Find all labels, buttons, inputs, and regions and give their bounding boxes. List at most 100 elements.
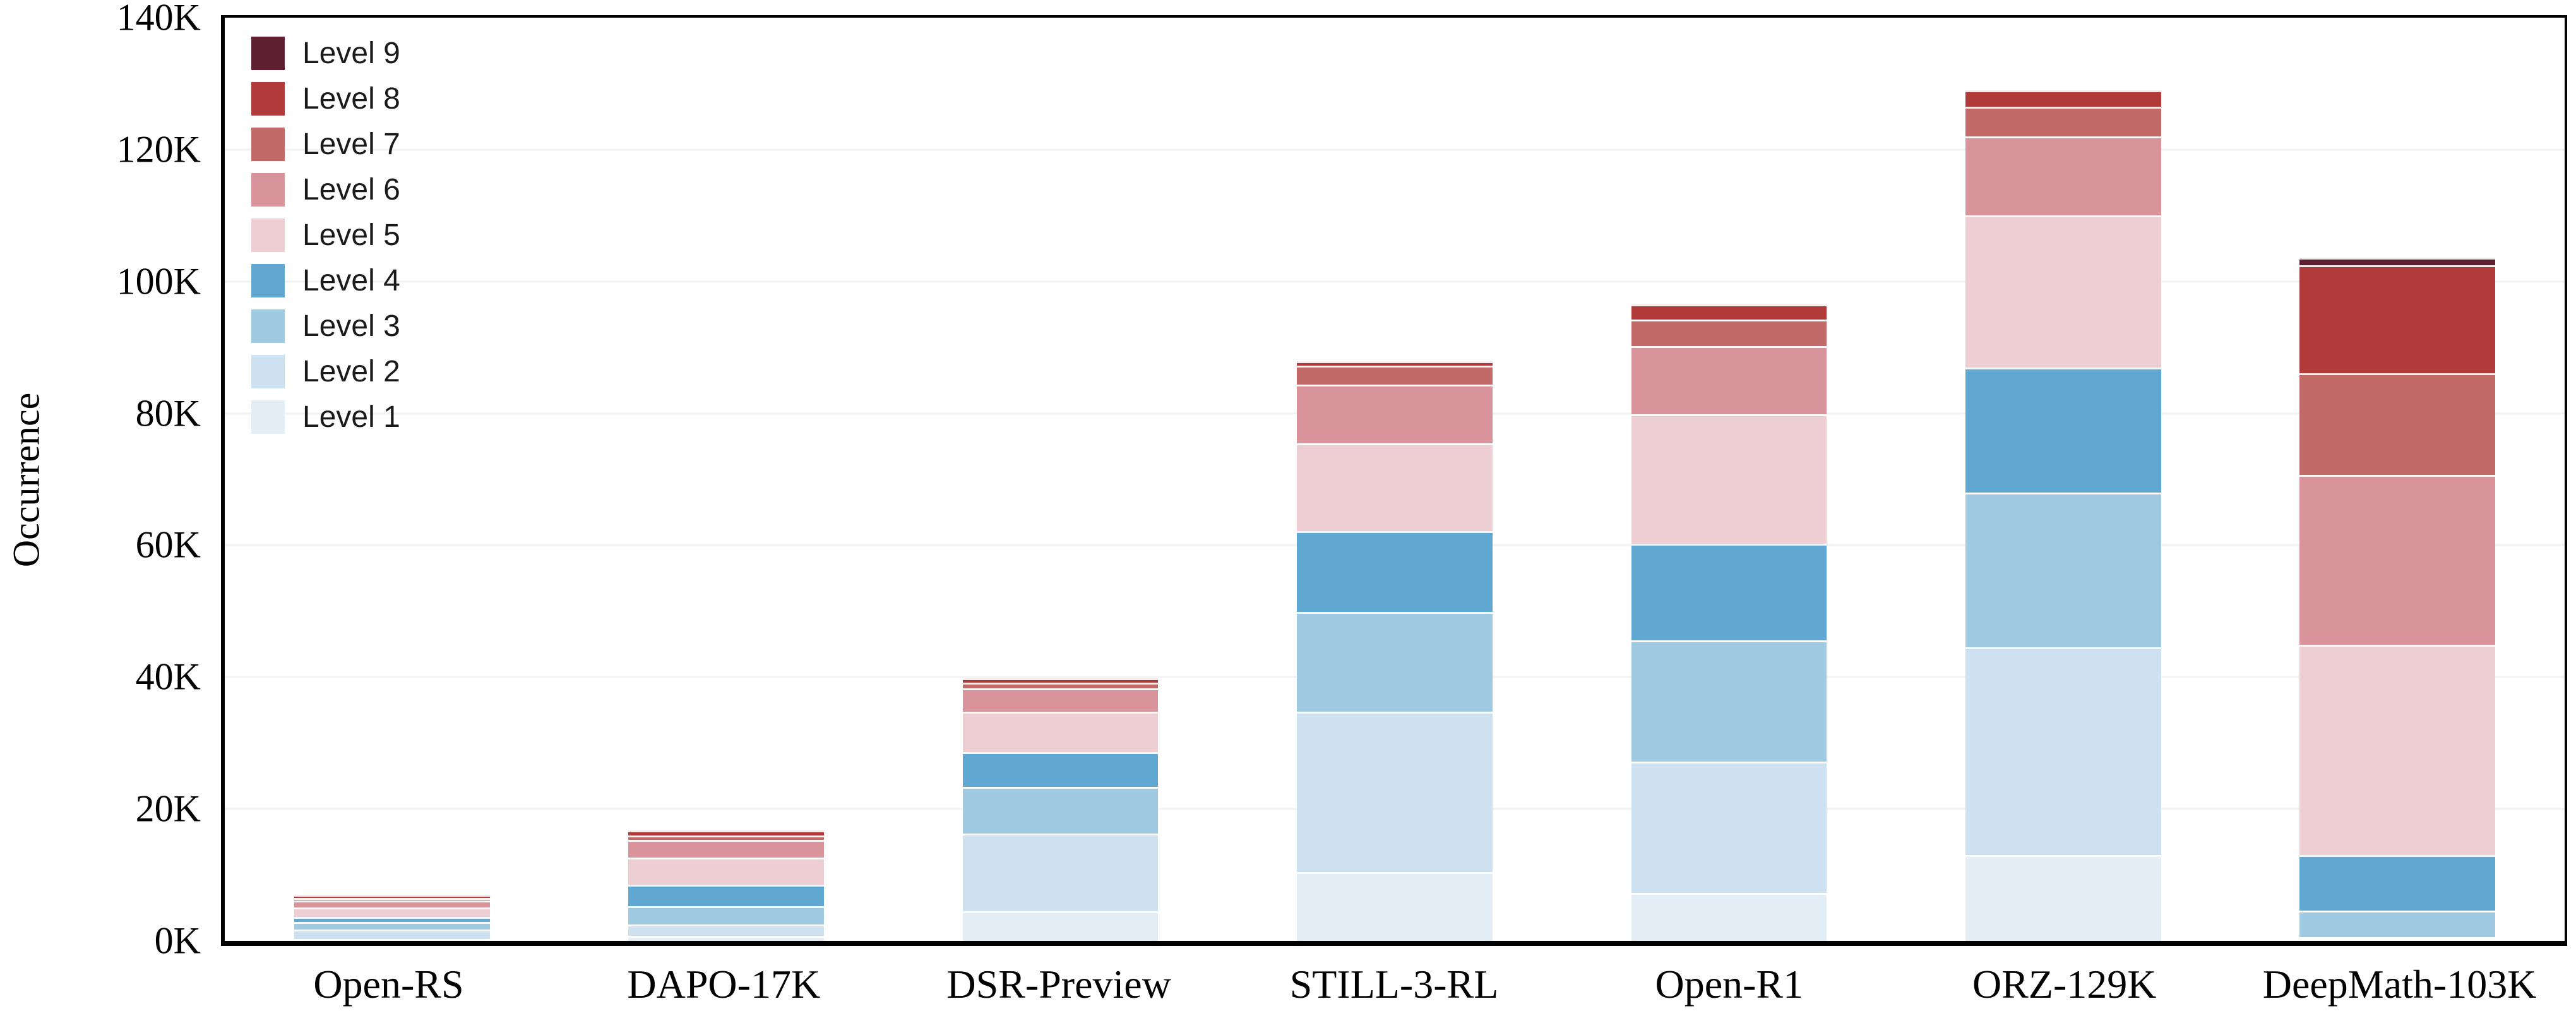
legend-item-level-9: Level 9	[251, 37, 400, 70]
bar	[962, 18, 1159, 941]
legend-swatch-icon	[251, 400, 285, 434]
y-tick-label: 120K	[116, 128, 201, 171]
bar-segment-level-1	[1297, 872, 1493, 941]
bar-segment-level-7	[1297, 366, 1493, 385]
bar-segment-level-8	[2299, 265, 2496, 374]
legend-item-level-5: Level 5	[251, 218, 400, 252]
bar-segment-level-4	[962, 752, 1159, 787]
bar-slot-still-3-rl	[1227, 18, 1561, 941]
legend-item-level-8: Level 8	[251, 82, 400, 116]
bar-segment-level-3	[2299, 911, 2496, 937]
bar-segment-level-1	[628, 935, 824, 941]
x-tick-label: ORZ-129K	[1972, 962, 2157, 1007]
bar	[1965, 18, 2161, 941]
legend-label: Level 8	[302, 82, 400, 116]
bar-segment-level-4	[294, 916, 490, 922]
bar-segment-level-4	[628, 885, 824, 906]
bar-segment-level-6	[962, 688, 1159, 712]
x-tick-label: Open-RS	[313, 962, 464, 1007]
bar-segment-level-6	[2299, 474, 2496, 645]
bar-segment-level-6	[1631, 346, 1827, 414]
bar-segment-level-5	[1297, 443, 1493, 531]
bar-segment-level-3	[1965, 492, 2161, 648]
bar-segment-level-5	[1965, 215, 2161, 368]
gridline	[225, 148, 2565, 151]
bar-segment-level-3	[962, 786, 1159, 834]
y-tick-label: 60K	[135, 523, 201, 566]
legend-swatch-icon	[251, 218, 285, 252]
legend-swatch-icon	[251, 264, 285, 297]
bar-segment-level-1	[2299, 939, 2496, 941]
bar-segment-level-3	[628, 906, 824, 924]
bar-segment-level-2	[628, 924, 824, 936]
bar-segment-level-1	[1965, 855, 2161, 941]
bar-slot-dapo-17k	[559, 18, 893, 941]
legend-label: Level 5	[302, 218, 400, 252]
bar-segment-level-8	[1297, 361, 1493, 366]
bar-segment-level-7	[2299, 373, 2496, 475]
legend-item-level-4: Level 4	[251, 264, 400, 297]
bar-segment-level-1	[294, 939, 490, 941]
bar-segment-level-5	[962, 711, 1159, 753]
bar-segment-level-2	[1631, 761, 1827, 893]
legend-label: Level 6	[302, 173, 400, 206]
x-tick-label: STILL-3-RL	[1289, 962, 1499, 1007]
legend-label: Level 7	[302, 128, 400, 161]
bar-segment-level-7	[1631, 320, 1827, 347]
bar	[294, 18, 490, 941]
bar-segment-level-5	[2299, 645, 2496, 856]
bar-segment-level-8	[628, 830, 824, 835]
bar-segment-level-8	[294, 895, 490, 898]
bar-segment-level-2	[294, 930, 490, 939]
bar-segment-level-4	[1965, 367, 2161, 493]
bar-slot-orz-129k	[1896, 18, 2230, 941]
x-tick-label: DSR-Preview	[946, 962, 1171, 1007]
bar-segment-level-6	[294, 900, 490, 908]
x-axis: Open-RS DAPO-17K DSR-Preview STILL-3-RL Open…	[221, 961, 2567, 1008]
bar-segment-level-7	[962, 683, 1159, 689]
bar-slot-dsr-preview	[893, 18, 1227, 941]
bar	[1297, 18, 1493, 941]
legend-swatch-icon	[251, 128, 285, 161]
legend-label: Level 9	[302, 37, 400, 70]
bar-segment-level-6	[1965, 136, 2161, 216]
bar-segment-level-2	[962, 833, 1159, 912]
bar-slot-deepmath-103k	[2231, 18, 2565, 941]
legend-item-level-3: Level 3	[251, 309, 400, 343]
bar-segment-level-4	[1631, 544, 1827, 640]
y-tick-label: 100K	[116, 260, 201, 302]
legend-swatch-icon	[251, 82, 285, 116]
legend: Level 9 Level 8 Level 7 Level 6 Level 5 Level…	[251, 37, 400, 434]
legend-item-level-6: Level 6	[251, 173, 400, 206]
bar	[1631, 18, 1827, 941]
bar-segment-level-3	[1631, 640, 1827, 762]
legend-swatch-icon	[251, 37, 285, 70]
legend-item-level-7: Level 7	[251, 128, 400, 161]
bar-segment-level-5	[294, 907, 490, 917]
bar-segment-level-5	[1631, 414, 1827, 544]
bar-segment-level-1	[962, 911, 1159, 941]
bar-segment-level-7	[294, 897, 490, 901]
x-tick-label: DeepMath-103K	[2262, 962, 2537, 1007]
bar-segment-level-6	[628, 840, 824, 858]
bar-segment-level-4	[1297, 530, 1493, 612]
y-tick-label: 40K	[135, 655, 201, 698]
bar-segment-level-2	[1297, 711, 1493, 873]
y-tick-label: 140K	[116, 0, 201, 39]
y-tick-label: 0K	[154, 919, 201, 962]
legend-swatch-icon	[251, 309, 285, 343]
legend-swatch-icon	[251, 355, 285, 388]
bar-segment-level-8	[962, 678, 1159, 683]
gridline	[225, 280, 2565, 283]
bar-segment-level-4	[2299, 855, 2496, 911]
bar-segment-level-6	[1297, 384, 1493, 443]
y-tick-label: 80K	[135, 392, 201, 434]
legend-label: Level 4	[302, 264, 400, 297]
legend-item-level-1: Level 1	[251, 400, 400, 434]
bars-container	[225, 18, 2565, 941]
bar	[2299, 18, 2496, 941]
bar-segment-level-7	[1965, 107, 2161, 137]
bar-segment-level-5	[628, 858, 824, 885]
bar-segment-level-2	[2299, 936, 2496, 939]
